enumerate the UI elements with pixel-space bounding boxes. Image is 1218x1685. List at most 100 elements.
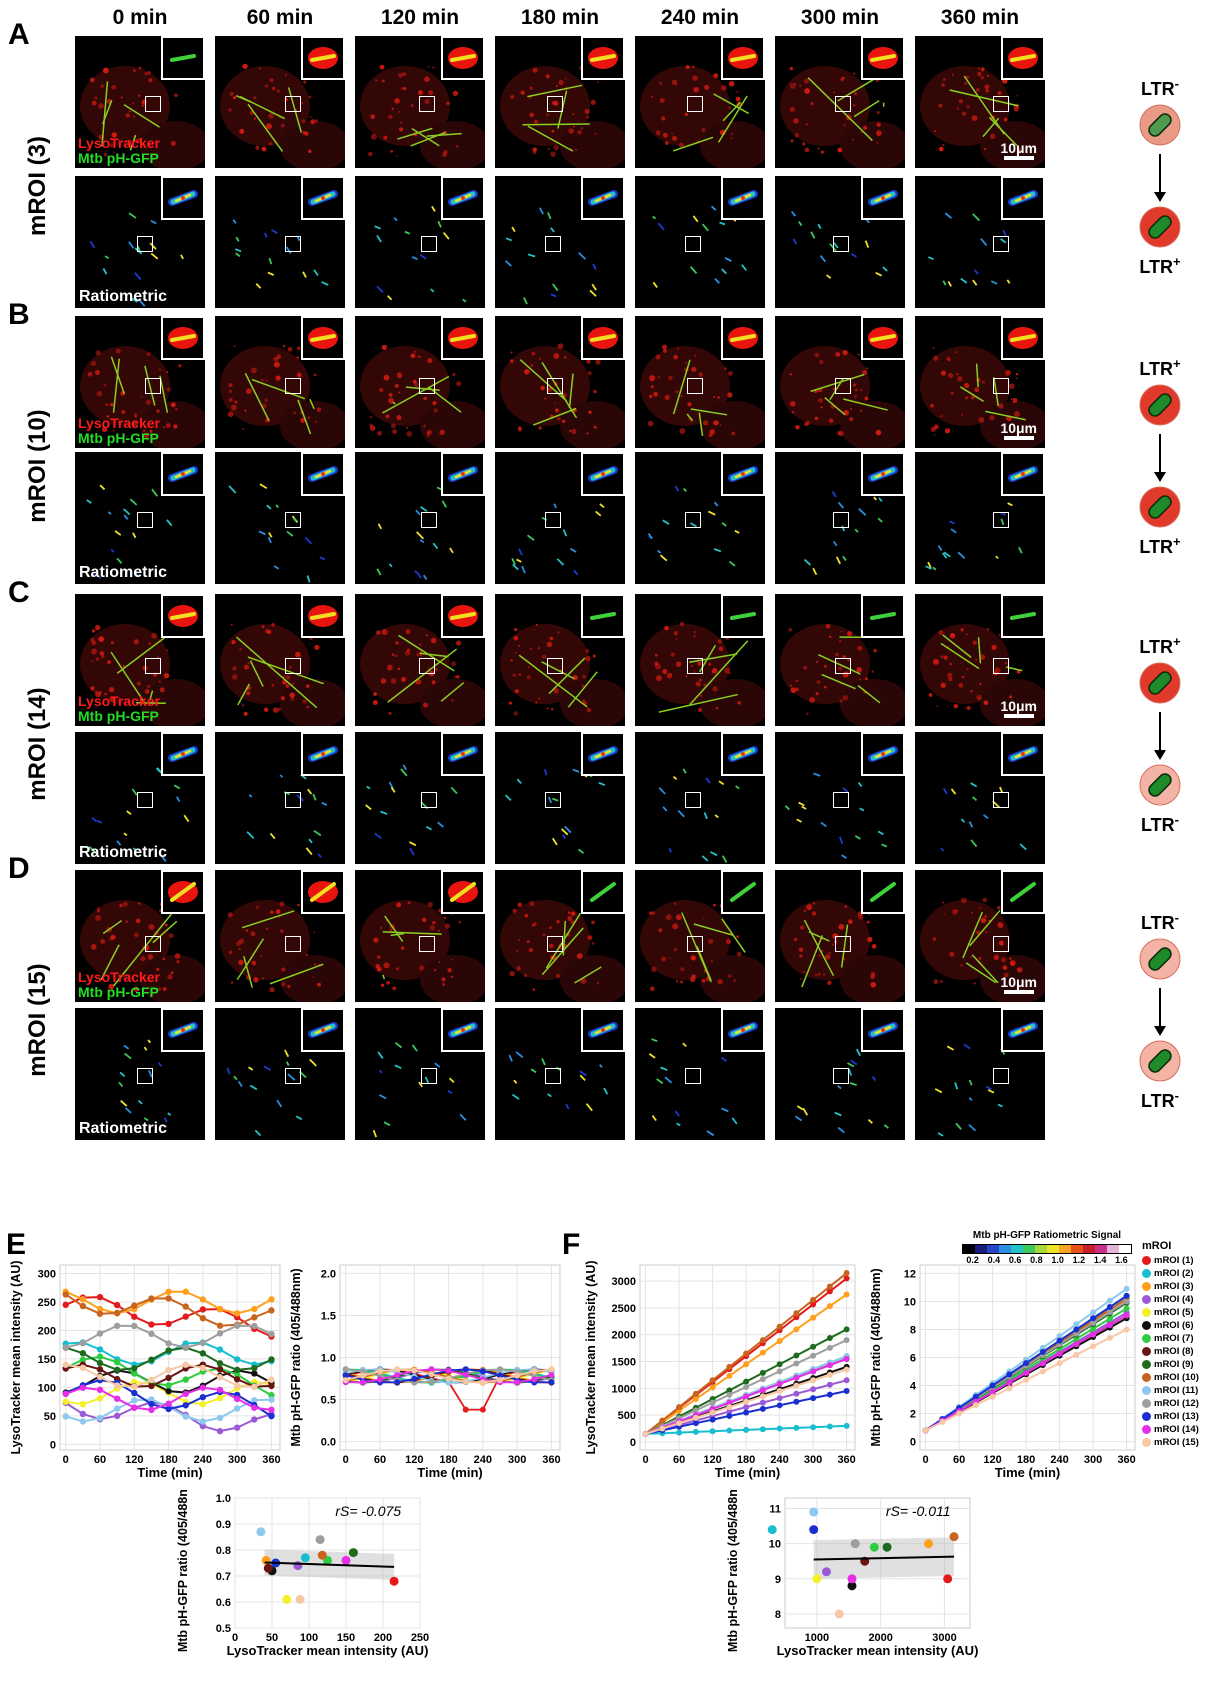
data-point — [411, 1375, 418, 1382]
data-point — [939, 1418, 946, 1425]
roi-box — [835, 96, 851, 112]
fluorescence-image — [355, 594, 485, 726]
zoom-inset — [721, 732, 765, 776]
data-point — [148, 1406, 155, 1414]
scalebar-label: 10μm — [1000, 974, 1037, 990]
data-point — [843, 1326, 850, 1333]
data-point — [96, 1310, 104, 1317]
legend-item: mROI (13) — [1142, 1410, 1216, 1423]
data-point — [676, 1404, 683, 1411]
ratiometric-image — [355, 1008, 485, 1140]
data-point — [462, 1379, 469, 1386]
data-point — [743, 1350, 750, 1357]
data-point — [1073, 1330, 1080, 1337]
fluorescence-image — [635, 316, 765, 448]
legend-swatch — [1142, 1347, 1151, 1356]
legend-swatch — [1142, 1360, 1151, 1369]
data-point — [462, 1406, 469, 1413]
legend-swatch — [1142, 1308, 1151, 1317]
data-point — [233, 1356, 241, 1363]
data-point — [1123, 1298, 1130, 1305]
data-point — [843, 1355, 850, 1362]
data-point — [1090, 1315, 1097, 1322]
data-point — [743, 1378, 750, 1385]
roi-box — [685, 236, 701, 252]
data-point — [810, 1368, 817, 1375]
data-point — [251, 1383, 258, 1390]
data-point — [148, 1295, 155, 1302]
roi-box — [419, 378, 435, 394]
timepoint-5: 300 min — [800, 6, 880, 29]
data-point — [165, 1387, 172, 1395]
data-point — [810, 1314, 817, 1321]
data-point — [514, 1379, 521, 1386]
roi-box — [993, 1068, 1009, 1084]
fit-line — [813, 1555, 955, 1561]
legend-label: mROI (12) — [1154, 1398, 1199, 1409]
zoom-inset — [1001, 36, 1045, 80]
chart-f-lysotracker-time: 0 60 120 180 240 300 360 0 500 1000 1500 2000 2500 30… — [585, 1260, 856, 1480]
zoom-inset — [161, 870, 205, 914]
y-tick-label: 3000 — [612, 1276, 636, 1288]
zoom-inset — [861, 176, 905, 220]
y-tick-label: 9 — [775, 1574, 781, 1586]
data-point — [793, 1390, 800, 1397]
x-tick-label: 50 — [266, 1632, 278, 1644]
y-tick-label: 10 — [769, 1539, 781, 1551]
y-tick-label: 0 — [910, 1437, 916, 1449]
data-point — [548, 1379, 555, 1386]
data-point — [843, 1377, 850, 1384]
data-point — [776, 1323, 783, 1330]
data-point — [726, 1372, 733, 1379]
colorbar-tick: 1.4 — [1093, 1255, 1107, 1265]
data-point — [1106, 1309, 1113, 1316]
ltr-bottom-label: LTR+ — [1139, 534, 1181, 557]
data-point — [428, 1378, 435, 1385]
roi-box — [685, 512, 701, 528]
data-point — [199, 1364, 207, 1372]
data-point — [79, 1339, 87, 1347]
data-point — [165, 1366, 172, 1374]
data-point — [233, 1366, 241, 1374]
data-point — [113, 1382, 121, 1389]
zoom-inset — [441, 594, 485, 638]
y-axis-label: Mtb pH-GFP ratio (405/488nm) — [290, 1268, 303, 1446]
roi-box — [419, 936, 435, 952]
data-point — [759, 1393, 766, 1400]
x-tick-label: 60 — [953, 1454, 965, 1466]
ratiometric-image: Ratiometric — [75, 452, 205, 584]
data-point — [497, 1376, 503, 1383]
data-point — [1123, 1285, 1130, 1292]
y-tick-label: 500 — [618, 1410, 636, 1422]
ratiometric-image — [495, 732, 625, 864]
data-point — [233, 1376, 241, 1383]
data-point — [251, 1416, 258, 1423]
data-point — [989, 1382, 996, 1389]
cell-bottom-icon — [1137, 762, 1183, 813]
data-point — [251, 1364, 258, 1372]
data-point — [793, 1374, 800, 1381]
panel-letter-D: D — [8, 852, 30, 885]
data-point — [759, 1337, 766, 1344]
x-tick-label: 100 — [300, 1632, 318, 1644]
ratiometric-image — [775, 1008, 905, 1140]
data-point — [1106, 1315, 1113, 1322]
x-tick-label: 180 — [159, 1454, 177, 1466]
data-point — [743, 1383, 750, 1390]
x-axis-label: LysoTracker mean intensity (AU) — [777, 1643, 979, 1658]
data-point — [96, 1330, 104, 1337]
roi-box — [993, 936, 1009, 952]
fluorescence-image: 10μm — [915, 36, 1045, 168]
data-point — [216, 1322, 224, 1329]
data-point — [531, 1368, 538, 1375]
data-point — [709, 1428, 716, 1435]
zoom-inset — [581, 594, 625, 638]
data-point — [394, 1379, 401, 1386]
data-point — [1039, 1368, 1046, 1375]
data-point — [793, 1352, 800, 1359]
colorbar-tick: 0.4 — [987, 1255, 1001, 1265]
data-point — [1090, 1319, 1097, 1326]
roi-box — [547, 378, 563, 394]
y-tick-label: 10 — [904, 1296, 916, 1308]
zoom-inset — [441, 452, 485, 496]
